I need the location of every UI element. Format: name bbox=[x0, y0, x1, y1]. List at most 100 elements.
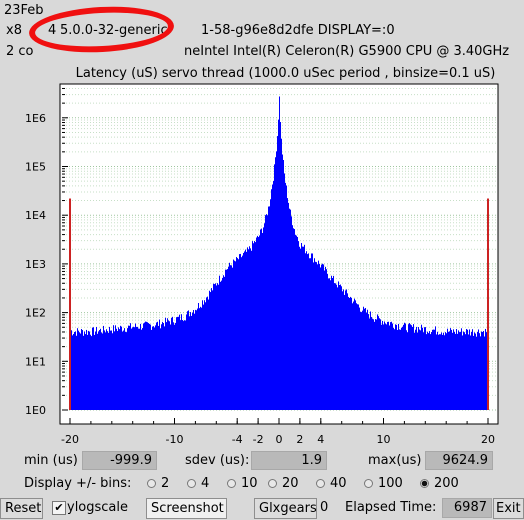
histogram-bar bbox=[192, 312, 193, 410]
bins-radio-100[interactable]: 100 bbox=[364, 476, 403, 491]
glxgears-button[interactable]: Glxgears bbox=[254, 498, 317, 519]
histogram-bar bbox=[337, 287, 338, 410]
histogram-bar bbox=[276, 151, 277, 410]
histogram-bar bbox=[100, 328, 101, 410]
histogram-bar bbox=[289, 208, 290, 410]
histogram-bar bbox=[233, 259, 234, 410]
histogram-bar bbox=[123, 330, 124, 410]
histogram-bar bbox=[433, 329, 434, 410]
histogram-bar bbox=[95, 331, 96, 410]
histogram-bar bbox=[173, 322, 174, 410]
radio-dot-icon bbox=[420, 479, 429, 488]
histogram-bar bbox=[325, 266, 326, 410]
histogram-bar bbox=[203, 304, 204, 410]
histogram-bar bbox=[469, 329, 470, 410]
histogram-bar bbox=[176, 317, 177, 410]
histogram-bar bbox=[332, 278, 333, 410]
histogram-bar bbox=[281, 138, 282, 411]
histogram-bar bbox=[252, 241, 253, 410]
histogram-bar bbox=[211, 288, 212, 410]
histogram-bar bbox=[198, 302, 199, 410]
histogram-bar bbox=[445, 332, 446, 410]
histogram-bar bbox=[268, 206, 269, 410]
histogram-bar bbox=[376, 319, 377, 410]
histogram-bar bbox=[407, 332, 408, 410]
histogram-bar bbox=[102, 333, 103, 410]
histogram-bar bbox=[181, 314, 182, 410]
histogram-bar bbox=[187, 311, 188, 410]
histogram-bar bbox=[183, 321, 184, 410]
histogram-bar bbox=[380, 319, 381, 410]
histogram-bar bbox=[177, 316, 178, 410]
y-tick-label: 1E2 bbox=[25, 307, 46, 320]
histogram-bar bbox=[431, 332, 432, 410]
histogram-bar bbox=[135, 323, 136, 410]
histogram-bar bbox=[266, 214, 267, 410]
histogram-bar bbox=[387, 321, 388, 410]
histogram-bar bbox=[422, 327, 423, 410]
histogram-bar bbox=[465, 334, 466, 410]
histogram-bar bbox=[72, 335, 73, 410]
histogram-bar bbox=[197, 308, 198, 410]
histogram-bar bbox=[119, 329, 120, 410]
histogram-bar bbox=[358, 304, 359, 410]
histogram-bar bbox=[474, 332, 475, 410]
histogram-bar bbox=[435, 326, 436, 410]
histogram-bar bbox=[291, 216, 292, 410]
histogram-bar bbox=[421, 324, 422, 410]
histogram-bar bbox=[161, 324, 162, 410]
histogram-bar bbox=[234, 260, 235, 410]
bins-radio-200[interactable]: 200 bbox=[420, 476, 459, 491]
histogram-bar bbox=[175, 322, 176, 410]
exit-button[interactable]: Exit bbox=[493, 498, 524, 519]
histogram-bar bbox=[243, 252, 244, 410]
histogram-bar bbox=[351, 297, 352, 410]
histogram-bar bbox=[220, 281, 221, 410]
histogram-bar bbox=[170, 324, 171, 410]
bins-radio-2[interactable]: 2 bbox=[147, 476, 169, 491]
histogram-bar bbox=[251, 250, 252, 410]
histogram-bar bbox=[184, 320, 185, 410]
min-label: min (us) bbox=[24, 453, 78, 468]
histogram-bar bbox=[447, 328, 448, 410]
histogram-bar bbox=[263, 227, 264, 410]
histogram-bar bbox=[84, 331, 85, 410]
histogram-bar bbox=[267, 215, 268, 410]
bins-radio-20[interactable]: 20 bbox=[268, 476, 299, 491]
histogram-bar bbox=[383, 324, 384, 410]
bins-radio-label: 20 bbox=[282, 476, 299, 491]
histogram-bar bbox=[335, 283, 336, 410]
bins-radio-4[interactable]: 4 bbox=[187, 476, 209, 491]
ylogscale-checkbox[interactable]: ✔ bbox=[52, 501, 66, 515]
histogram-bar bbox=[372, 318, 373, 410]
bins-radio-40[interactable]: 40 bbox=[316, 476, 347, 491]
reset-button[interactable]: Reset bbox=[0, 498, 43, 519]
histogram-bar bbox=[390, 322, 391, 410]
histogram-bar bbox=[274, 164, 275, 410]
histogram-bar bbox=[400, 329, 401, 410]
histogram-bar bbox=[313, 262, 314, 410]
histogram-bar bbox=[360, 311, 361, 410]
histogram-bar bbox=[326, 269, 327, 410]
histogram-bar bbox=[193, 310, 194, 410]
histogram-bar bbox=[145, 321, 146, 410]
histogram-bar bbox=[138, 328, 139, 410]
histogram-bar bbox=[148, 323, 149, 410]
radio-dot-icon bbox=[268, 479, 277, 488]
histogram-bar bbox=[279, 96, 280, 410]
histogram-bar bbox=[79, 332, 80, 410]
histogram-bar bbox=[93, 327, 94, 410]
histogram-bar bbox=[250, 248, 251, 410]
edge-spike-bar bbox=[487, 198, 489, 410]
ylogscale-label: ylogscale bbox=[67, 500, 129, 515]
histogram-bar bbox=[147, 322, 148, 410]
histogram-bar bbox=[367, 309, 368, 410]
histogram-bar bbox=[230, 265, 231, 410]
bins-radio-10[interactable]: 10 bbox=[227, 476, 258, 491]
screenshot-button[interactable]: Screenshot bbox=[146, 498, 227, 519]
histogram-bar bbox=[394, 329, 395, 410]
histogram-bar bbox=[182, 319, 183, 410]
histogram-bar bbox=[375, 319, 376, 410]
histogram-bar bbox=[101, 332, 102, 410]
histogram-bar bbox=[107, 331, 108, 410]
